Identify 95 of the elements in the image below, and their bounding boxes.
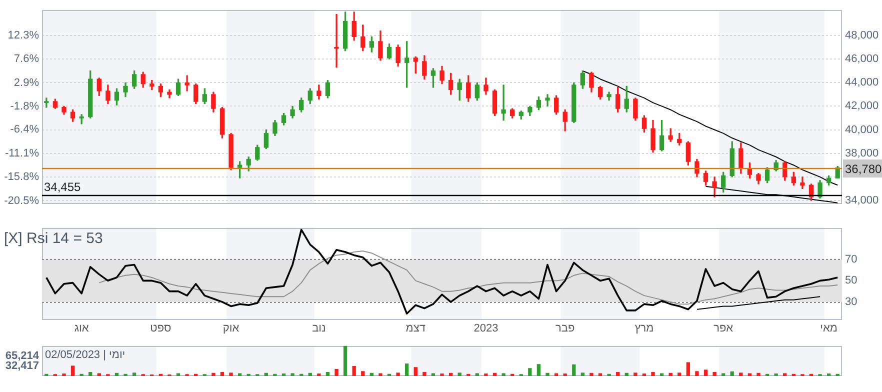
bar: [114, 372, 119, 376]
y-tick-label: 34,000: [845, 194, 879, 206]
bar: [475, 373, 479, 376]
y-tick-label: 38,000: [845, 147, 879, 160]
y-tick-label: 32,417: [5, 360, 39, 372]
x-tick-label: מאי: [820, 322, 838, 335]
bar: [686, 362, 690, 376]
y2-tick-label: 12.3%: [8, 30, 40, 42]
y-tick-label: 65,214: [5, 350, 40, 362]
y2-tick-label: 7.6%: [14, 53, 40, 66]
y-tick-label: 46,000: [845, 53, 879, 66]
y2-tick-label: -1.8%: [10, 100, 40, 113]
bar: [536, 364, 541, 376]
y2-tick-label: -6.4%: [10, 124, 40, 136]
ref-line-label: 34,455: [44, 180, 82, 194]
bar: [422, 372, 426, 376]
x-tick-label: נוב: [312, 322, 326, 335]
y2-tick-label: -20.5%: [4, 194, 40, 207]
x-tick-label: דצמ: [406, 322, 426, 335]
x-tick-label: אוג: [74, 322, 89, 335]
y-tick-label: 42,000: [845, 100, 879, 112]
bar: [695, 371, 699, 376]
bar: [396, 372, 400, 376]
y-tick-label: 40,000: [845, 124, 879, 136]
y2-tick-label: 2.9%: [14, 76, 40, 89]
bar: [783, 373, 787, 376]
bar: [414, 367, 418, 376]
candlestick: [184, 75, 190, 92]
candlestick: [800, 176, 805, 190]
candlestick: [334, 14, 339, 68]
bar: [704, 370, 708, 376]
bar: [624, 372, 628, 376]
bar: [721, 373, 726, 376]
bar: [492, 372, 497, 376]
y2-tick-label: -11.1%: [4, 147, 40, 160]
annotation: יומי | 02/05/2023: [45, 349, 126, 362]
ref-line-label: 36,780: [845, 162, 882, 176]
bar: [739, 372, 743, 376]
x-tick-label: 2023: [474, 322, 498, 335]
bar: [176, 373, 180, 376]
bar: [370, 372, 374, 376]
candlestick: [545, 94, 550, 107]
bar: [572, 364, 576, 376]
y-tick-label: 50: [845, 274, 858, 287]
bar: [229, 372, 233, 376]
bar: [264, 372, 268, 376]
bar: [502, 373, 506, 376]
bar: [334, 368, 338, 376]
x-tick-label: מרץ: [634, 322, 654, 335]
bar: [132, 372, 136, 376]
bar: [554, 373, 558, 376]
bar: [405, 364, 409, 376]
bar: [748, 373, 752, 376]
bar: [352, 366, 356, 376]
bar: [730, 371, 734, 376]
bar: [70, 366, 75, 376]
y-tick-label: 48,000: [845, 30, 879, 42]
bar: [88, 372, 92, 376]
x-tick-label: אוק: [222, 322, 240, 335]
y-tick-label: 44,000: [845, 76, 879, 89]
bar: [212, 372, 216, 376]
y-tick-label: 30: [845, 296, 858, 308]
x-tick-label: ספט: [150, 322, 172, 335]
bar: [343, 346, 348, 376]
x-tick-label: פבר: [555, 322, 575, 335]
y2-tick-label: -15.8%: [4, 171, 40, 184]
bar: [458, 372, 462, 376]
bar: [678, 372, 682, 376]
bar: [220, 372, 224, 376]
bar: [712, 372, 716, 376]
bar: [546, 372, 550, 376]
bar: [580, 372, 584, 376]
candlestick: [501, 84, 506, 121]
bar: [616, 372, 620, 376]
bar: [668, 372, 672, 376]
bar: [660, 373, 664, 376]
bar: [448, 372, 453, 376]
bar: [326, 372, 330, 376]
bar: [378, 373, 382, 376]
bar: [634, 372, 638, 376]
bar: [651, 372, 655, 376]
bar: [290, 373, 294, 376]
bar: [431, 373, 436, 376]
bar: [308, 372, 312, 376]
annotation: [X] Rsi 14 = 53: [4, 230, 103, 248]
bar: [590, 372, 594, 376]
bar: [97, 373, 101, 376]
bar: [528, 368, 532, 376]
x-tick-label: אפר: [714, 322, 734, 335]
bar: [598, 373, 602, 376]
candlestick: [79, 114, 84, 124]
y-tick-label: 70: [845, 253, 858, 266]
bar: [361, 371, 365, 376]
bar: [756, 372, 760, 376]
bar: [238, 373, 242, 376]
